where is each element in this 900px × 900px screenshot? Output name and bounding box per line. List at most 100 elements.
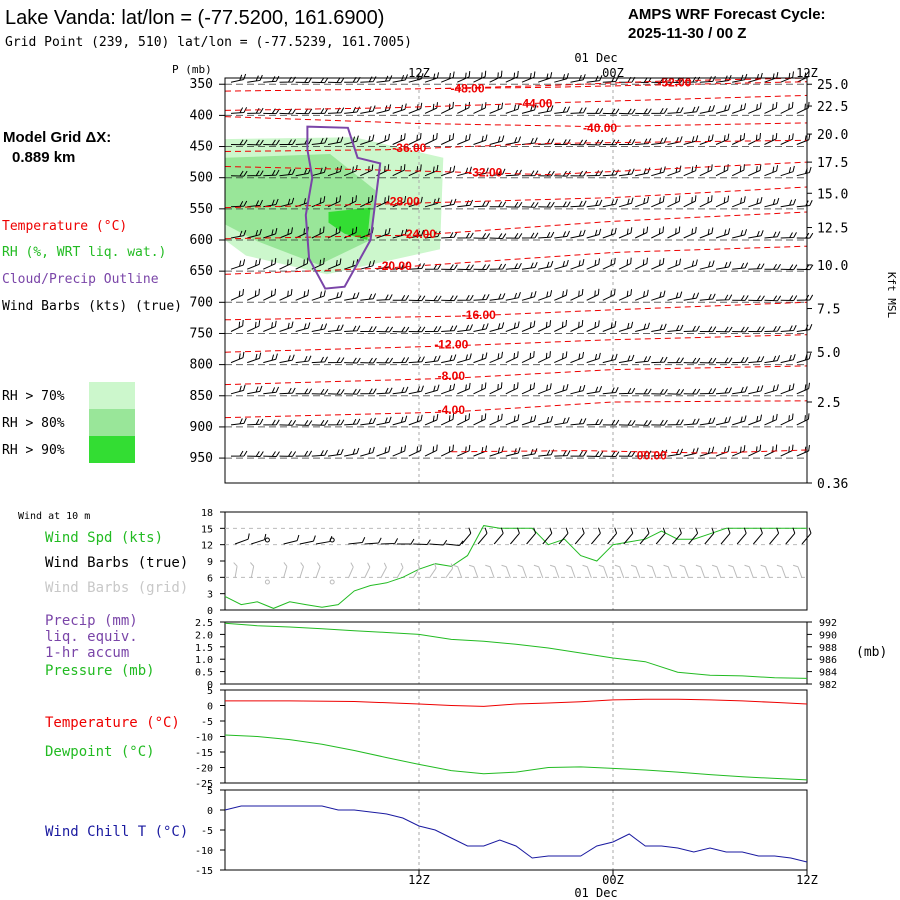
wind-barb-shaft bbox=[715, 326, 733, 333]
wind-barb-shaft bbox=[667, 357, 684, 364]
surface-wind-barb-shaft bbox=[785, 527, 796, 545]
wind-barb-shaft bbox=[230, 289, 244, 301]
surface-wind-barb bbox=[234, 533, 250, 545]
grid-wind-barb-shaft bbox=[428, 563, 437, 579]
wind-barb-shaft bbox=[537, 351, 551, 364]
wind-barb-shaft bbox=[505, 169, 522, 177]
wind-barb-shaft bbox=[586, 75, 603, 83]
wind-barb bbox=[360, 105, 376, 114]
wind-barb-shaft bbox=[570, 139, 588, 146]
wind-barb bbox=[667, 419, 684, 426]
wind-barb-shaft bbox=[554, 351, 568, 364]
grid-wind-barb-shaft bbox=[679, 564, 690, 579]
wind-barb bbox=[748, 164, 762, 177]
wind-barb bbox=[651, 195, 665, 208]
wind-barb bbox=[554, 383, 569, 395]
grid-wind-barb bbox=[695, 564, 706, 579]
wind-barb-shaft bbox=[360, 417, 376, 426]
wind-barb bbox=[586, 419, 603, 426]
wind-barb bbox=[360, 326, 377, 332]
wind-barb bbox=[246, 320, 261, 332]
legend-precip: Precip (mm) bbox=[45, 613, 138, 629]
wind-barb bbox=[327, 419, 345, 426]
wind-barb bbox=[295, 257, 309, 270]
wind-barb-shaft bbox=[586, 385, 603, 395]
surface-wind-barb bbox=[623, 527, 634, 545]
wind-barb-shaft bbox=[764, 384, 779, 395]
wind-barb bbox=[376, 294, 393, 301]
wind-barb bbox=[360, 76, 377, 83]
wind-barb-shaft bbox=[570, 107, 587, 114]
panel-y-tick-label: -5 bbox=[201, 717, 213, 728]
wind-barb-shaft bbox=[554, 450, 571, 457]
wind-barb bbox=[344, 106, 360, 114]
wind-barb-shaft bbox=[586, 352, 601, 364]
wind-barb bbox=[473, 352, 488, 364]
bottom-time-tick-label: 00Z bbox=[602, 873, 624, 887]
surface-wind-barb bbox=[493, 527, 504, 545]
wind-barb bbox=[247, 74, 263, 83]
wind-barb-shaft bbox=[586, 451, 604, 457]
wind-barb bbox=[279, 139, 296, 145]
wind-barb bbox=[796, 323, 813, 332]
wind-barb bbox=[505, 201, 523, 208]
wind-barb bbox=[263, 451, 280, 458]
surface-wind-barb-shaft bbox=[234, 533, 250, 545]
wind-barb bbox=[651, 137, 667, 145]
wind-barb bbox=[796, 101, 810, 114]
wind-barb-shaft bbox=[344, 447, 360, 457]
wind-barb bbox=[667, 448, 684, 457]
wind-barb-shaft bbox=[263, 353, 278, 364]
wind-barb bbox=[311, 388, 329, 395]
wind-barb-shaft bbox=[521, 261, 538, 270]
wind-barb-shaft bbox=[441, 383, 456, 395]
wind-barb bbox=[457, 264, 474, 271]
grid-wind-barb-shaft bbox=[776, 564, 787, 579]
wind-barb-shaft bbox=[441, 231, 458, 239]
grid-wind-barb-shaft bbox=[533, 564, 544, 579]
wind-barb bbox=[424, 132, 438, 145]
wind-barb-shaft bbox=[376, 416, 392, 426]
wind-barb bbox=[570, 200, 587, 208]
wind-barb-shaft bbox=[699, 417, 716, 426]
wind-barb-shaft bbox=[732, 262, 749, 270]
wind-barb bbox=[699, 446, 715, 457]
wind-barb-shaft bbox=[408, 102, 423, 114]
wind-barb bbox=[311, 290, 326, 301]
wind-barb bbox=[715, 195, 730, 208]
wind-barb bbox=[570, 418, 587, 426]
wind-barb bbox=[764, 197, 780, 208]
surface-wind-barb-shaft bbox=[364, 537, 382, 545]
isotherm bbox=[224, 400, 808, 419]
surface-wind-barb bbox=[364, 537, 382, 545]
pressure-axis-label: P (mb) bbox=[172, 63, 212, 76]
wind-barb-shaft bbox=[570, 352, 585, 364]
wind-barb bbox=[263, 75, 280, 83]
wind-barb bbox=[408, 102, 423, 114]
wind-barb bbox=[780, 198, 797, 208]
wind-barb-shaft bbox=[279, 321, 294, 332]
wind-barb bbox=[667, 226, 681, 239]
wind-barb-shaft bbox=[457, 264, 474, 271]
wind-barb-shaft bbox=[473, 323, 489, 332]
grid-wind-barb bbox=[549, 564, 560, 579]
wind-barb bbox=[344, 325, 361, 332]
wind-barb bbox=[715, 133, 730, 145]
wind-barb-shaft bbox=[538, 105, 554, 114]
wind-barb-shaft bbox=[473, 382, 487, 395]
wind-barb-shaft bbox=[683, 106, 700, 114]
wind-barb bbox=[667, 107, 684, 114]
wind-barb-shaft bbox=[295, 388, 313, 395]
wind-barb-shaft bbox=[424, 295, 442, 302]
wind-barb-shaft bbox=[699, 388, 717, 395]
wind-barb-shaft bbox=[570, 259, 585, 270]
wind-barb-shaft bbox=[230, 139, 248, 146]
wind-barb bbox=[764, 413, 778, 426]
wind-barb-shaft bbox=[586, 288, 600, 301]
wind-barb-shaft bbox=[311, 356, 328, 364]
legend-rh90-label: RH > 90% bbox=[2, 443, 65, 458]
wind-barb bbox=[683, 325, 700, 332]
wind-barb bbox=[780, 165, 795, 177]
wind-barb-shaft bbox=[732, 326, 749, 333]
grid-wind-barb bbox=[614, 564, 625, 579]
